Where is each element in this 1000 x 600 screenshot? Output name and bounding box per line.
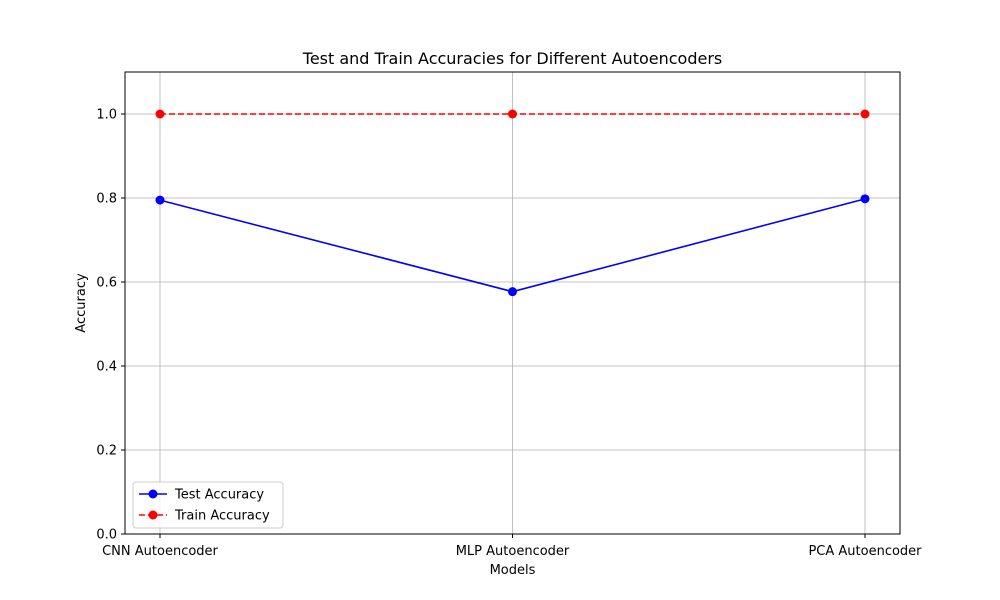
y-axis-label: Accuracy (74, 273, 89, 333)
y-tick-label: 0.8 (96, 192, 117, 207)
data-point-train-accuracy (155, 109, 165, 119)
legend-box (132, 481, 284, 529)
data-point-test-accuracy (508, 287, 517, 297)
y-tick-label: 0.2 (96, 444, 117, 459)
legend-marker-train-accuracy (148, 510, 158, 520)
y-tick-label: 1.0 (96, 108, 117, 123)
legend: Test Accuracy Train Accuracy (132, 481, 284, 529)
y-tick-label: 0.4 (96, 360, 117, 375)
x-tick-label: MLP Autoencoder (456, 544, 570, 559)
x-tick-label: CNN Autoencoder (102, 544, 218, 559)
data-point-test-accuracy (860, 194, 870, 204)
legend-label-train-accuracy: Train Accuracy (174, 509, 270, 524)
chart-title: Test and Train Accuracies for Different … (302, 49, 722, 68)
x-axis-label: Models (490, 563, 536, 578)
legend-label-test-accuracy: Test Accuracy (174, 488, 264, 503)
legend-marker-test-accuracy (148, 489, 158, 499)
data-point-train-accuracy (508, 109, 517, 119)
y-tick-label: 0.0 (96, 528, 117, 543)
data-point-test-accuracy (155, 195, 165, 205)
y-tick-label: 0.6 (96, 276, 117, 291)
x-tick-label: PCA Autoencoder (808, 544, 922, 559)
data-point-train-accuracy (860, 109, 870, 119)
series-layer (155, 109, 870, 297)
tick-layer: CNN Autoencoder MLP Autoencoder PCA Autoen… (96, 108, 922, 560)
